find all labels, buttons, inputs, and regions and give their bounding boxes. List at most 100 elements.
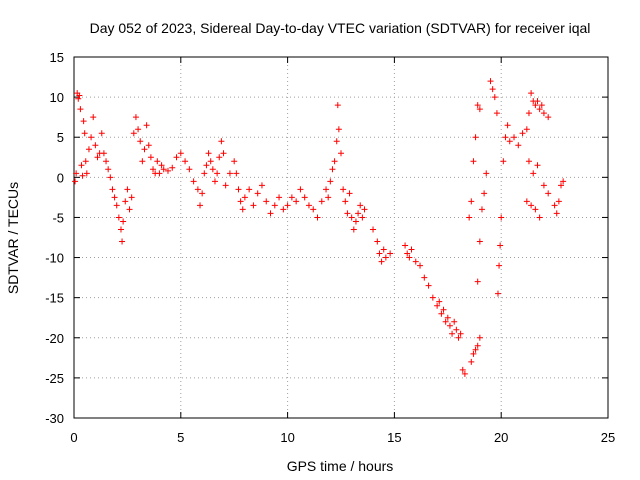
- data-point: [412, 258, 419, 265]
- data-point: [75, 95, 82, 102]
- y-tick-label: -5: [52, 210, 64, 225]
- data-points: [72, 78, 567, 377]
- data-point: [333, 138, 340, 145]
- data-point: [440, 306, 447, 313]
- data-point: [380, 246, 387, 253]
- data-point: [417, 262, 424, 269]
- data-point: [141, 146, 148, 153]
- data-point: [160, 166, 167, 173]
- data-point: [197, 202, 204, 209]
- data-point: [534, 162, 541, 169]
- data-point: [115, 214, 122, 221]
- chart-grid: [74, 57, 608, 418]
- data-point: [314, 214, 321, 221]
- data-point: [173, 154, 180, 161]
- data-point: [235, 186, 242, 193]
- data-point: [342, 198, 349, 205]
- data-point: [186, 166, 193, 173]
- data-point: [194, 186, 201, 193]
- y-tick-label: -25: [45, 371, 64, 386]
- data-point: [528, 202, 535, 209]
- data-point: [498, 214, 505, 221]
- data-point: [177, 150, 184, 157]
- data-point: [534, 98, 541, 105]
- data-point: [164, 167, 171, 174]
- x-tick-label: 10: [280, 430, 294, 445]
- data-point: [209, 166, 216, 173]
- data-point: [334, 102, 341, 109]
- data-point: [536, 106, 543, 113]
- data-point: [457, 330, 464, 337]
- data-point: [374, 238, 381, 245]
- data-point: [103, 158, 110, 165]
- y-tick-labels: -30 -25 -20 -15 -10 -5 0 5 10 15: [45, 50, 64, 426]
- data-point: [82, 158, 89, 165]
- data-point: [124, 186, 131, 193]
- data-point: [494, 290, 501, 297]
- data-point: [532, 102, 539, 109]
- chart-title: Day 052 of 2023, Sidereal Day-to-day VTE…: [90, 20, 591, 36]
- data-point: [481, 190, 488, 197]
- y-tick-label: -15: [45, 291, 64, 306]
- data-point: [545, 114, 552, 121]
- data-point: [199, 190, 206, 197]
- data-point: [271, 202, 278, 209]
- data-point: [474, 342, 481, 349]
- data-point: [338, 150, 344, 157]
- data-point: [190, 178, 197, 185]
- x-tick-label: 20: [494, 430, 508, 445]
- data-point: [468, 198, 475, 205]
- data-point: [523, 126, 530, 133]
- data-point: [92, 142, 99, 149]
- data-point: [318, 198, 325, 205]
- data-point: [502, 134, 509, 141]
- data-point: [350, 226, 357, 233]
- y-tick-label: 10: [50, 90, 64, 105]
- data-point: [139, 158, 146, 165]
- data-point: [327, 178, 334, 185]
- y-tick-label: 5: [57, 130, 64, 145]
- data-point: [453, 326, 460, 333]
- data-point: [348, 214, 355, 221]
- data-point: [519, 130, 526, 137]
- data-point: [169, 164, 176, 171]
- data-point: [476, 238, 483, 245]
- data-point: [117, 226, 124, 233]
- data-point: [421, 274, 428, 281]
- data-point: [158, 162, 165, 169]
- data-point: [496, 262, 503, 269]
- x-tick-label: 0: [70, 430, 77, 445]
- plot-frame: [73, 56, 609, 419]
- data-point: [258, 182, 265, 189]
- data-point: [222, 182, 229, 189]
- data-point: [237, 198, 244, 205]
- data-point: [267, 210, 274, 217]
- data-point: [491, 94, 498, 101]
- data-point: [250, 202, 257, 209]
- data-point: [487, 78, 494, 85]
- data-point: [436, 298, 443, 305]
- data-point: [361, 206, 368, 213]
- data-point: [525, 158, 532, 165]
- data-point: [72, 178, 79, 185]
- data-point: [370, 226, 377, 233]
- y-tick-label: 15: [50, 50, 64, 65]
- data-point: [532, 206, 539, 213]
- data-point: [455, 334, 462, 341]
- data-point: [81, 130, 88, 137]
- x-tick-label: 5: [177, 430, 184, 445]
- data-point: [558, 182, 565, 189]
- data-point: [434, 302, 441, 309]
- y-tick-label: -20: [45, 331, 64, 346]
- data-point: [218, 138, 225, 145]
- data-point: [472, 346, 479, 353]
- data-point: [555, 198, 562, 205]
- data-point: [442, 318, 449, 325]
- data-point: [211, 178, 218, 185]
- data-point: [470, 350, 477, 357]
- data-point: [182, 158, 189, 165]
- data-point: [466, 214, 473, 221]
- data-point: [203, 162, 210, 169]
- data-point: [120, 218, 127, 225]
- data-point: [408, 246, 415, 253]
